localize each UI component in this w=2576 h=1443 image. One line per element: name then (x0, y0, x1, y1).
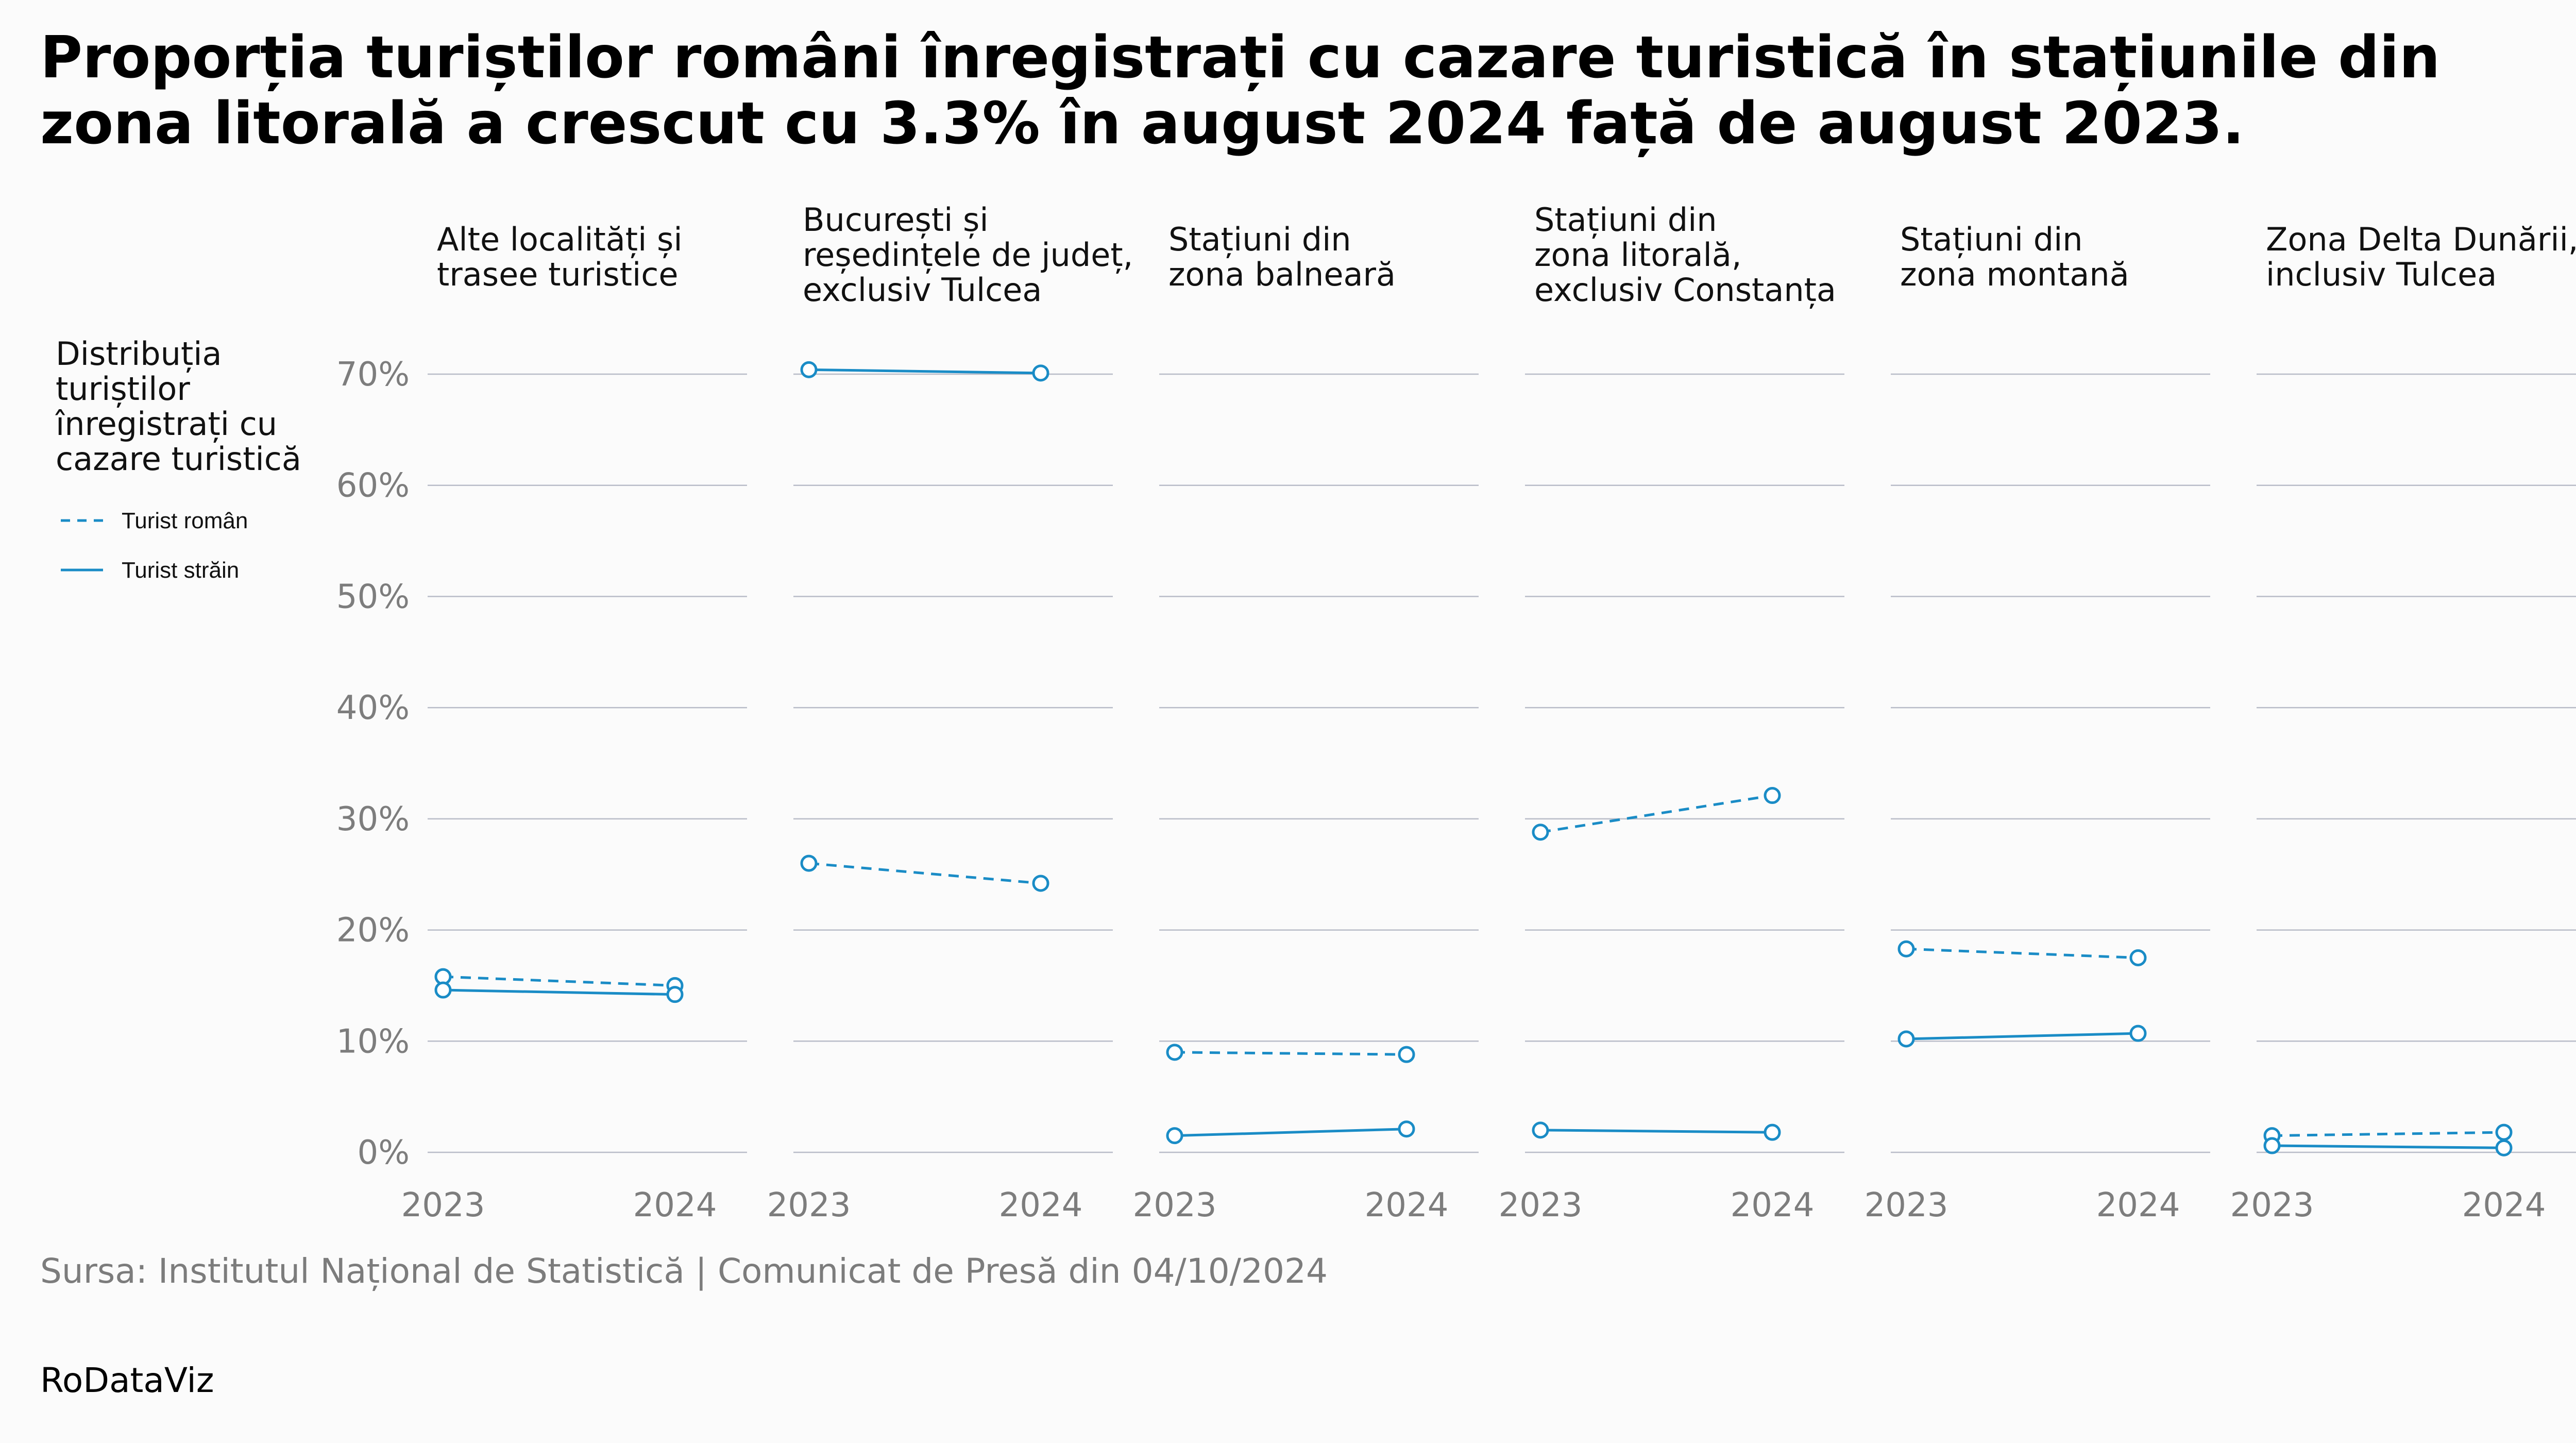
legend-title-line: înregistrați cu (55, 405, 277, 443)
series-line-turist-roman (1540, 794, 1773, 834)
series-line-turist-strain (2272, 1144, 2504, 1149)
data-point (800, 361, 818, 378)
series-line-turist-strain (1174, 1128, 1407, 1137)
panel-title-line: Stațiuni din (1900, 221, 2083, 258)
y-tick-label: 50% (336, 578, 410, 616)
panel-title-line: exclusiv Constanța (1534, 271, 1836, 309)
data-point (2129, 949, 2147, 966)
panel-title-line: trasee turistice (437, 256, 678, 293)
data-point (1764, 1123, 1781, 1141)
data-point (434, 981, 452, 999)
panel-title-line: zona litorală, (1534, 236, 1742, 274)
panel-title-line: Stațiuni din (1534, 201, 1717, 239)
source-note: Sursa: Institutul Național de Statistică… (40, 1251, 1328, 1291)
panel: Zona Delta Dunării,inclusiv Tulcea 2023 20… (2230, 221, 2576, 1224)
legend-label: Turist român (122, 508, 248, 533)
data-point (2495, 1139, 2513, 1156)
series-line-turist-roman (808, 862, 1041, 885)
panel-title-line: zona balneară (1168, 256, 1396, 293)
legend-title-line: Distribuția (56, 335, 222, 373)
data-point (1398, 1120, 1415, 1138)
data-point (2129, 1025, 2147, 1042)
y-tick-label: 40% (336, 689, 410, 727)
legend-title-line: turiștilor (56, 370, 190, 408)
brand-label: RoDataViz (40, 1361, 214, 1400)
x-tick-label: 2023 (1133, 1186, 1217, 1224)
data-point (2495, 1123, 2513, 1141)
y-tick-label: 20% (336, 912, 410, 950)
series-line-turist-roman (443, 975, 675, 987)
panel-title-line: zona montană (1900, 256, 2129, 293)
x-tick-label: 2024 (2462, 1186, 2546, 1224)
data-point (1532, 1121, 1549, 1139)
panel-title-line: Stațiuni din (1168, 221, 1351, 258)
data-point (2263, 1137, 2281, 1154)
data-point (1398, 1046, 1415, 1063)
series-line-turist-strain (1540, 1129, 1773, 1134)
legend-title-line: cazare turistică (56, 440, 301, 478)
x-tick-label: 2023 (401, 1186, 485, 1224)
data-point (666, 986, 684, 1003)
panel-title-line: Zona Delta Dunării, (2266, 221, 2576, 258)
y-tick-label: 0% (357, 1134, 410, 1172)
legend-label: Turist străin (122, 558, 239, 583)
data-point (1032, 875, 1049, 892)
series-line-turist-strain (1906, 1032, 2139, 1041)
data-point (1032, 364, 1049, 382)
series-line-turist-roman (2272, 1131, 2504, 1137)
panel-title-line: reședințele de județ, (803, 236, 1133, 274)
data-point (1764, 787, 1781, 804)
data-point (1532, 824, 1549, 841)
x-tick-label: 2023 (2230, 1186, 2314, 1224)
data-point (1166, 1044, 1183, 1061)
x-tick-label: 2024 (633, 1186, 717, 1224)
panel-title-line: Alte localități și (437, 221, 683, 258)
series-line-turist-strain (443, 988, 675, 996)
data-point (1166, 1127, 1183, 1145)
x-tick-label: 2024 (1731, 1186, 1815, 1224)
data-point (1897, 940, 1915, 958)
y-tick-label: 10% (336, 1022, 410, 1061)
x-tick-label: 2023 (1865, 1186, 1948, 1224)
y-axis: 0% 10% 20% 30% 40% 50% 60% 70% (336, 356, 410, 1172)
data-point (1897, 1030, 1915, 1048)
x-tick-label: 2024 (999, 1186, 1083, 1224)
y-tick-label: 60% (336, 467, 410, 505)
series-line-turist-strain (808, 368, 1041, 375)
x-tick-label: 2024 (2096, 1186, 2180, 1224)
series-line-turist-roman (1174, 1051, 1407, 1056)
panel-title-line: București și (803, 201, 989, 239)
data-point (800, 854, 818, 872)
panel-title-line: exclusiv Tulcea (803, 271, 1042, 309)
series-line-turist-roman (1906, 947, 2139, 959)
y-tick-label: 30% (336, 800, 410, 838)
y-tick-label: 70% (336, 356, 410, 394)
x-tick-label: 2023 (1499, 1186, 1583, 1224)
chart-title: Proporția turiștilor români înregistrați… (40, 24, 2441, 157)
panel-title-line: inclusiv Tulcea (2266, 256, 2497, 293)
x-tick-label: 2023 (767, 1186, 851, 1224)
x-tick-label: 2024 (1365, 1186, 1449, 1224)
